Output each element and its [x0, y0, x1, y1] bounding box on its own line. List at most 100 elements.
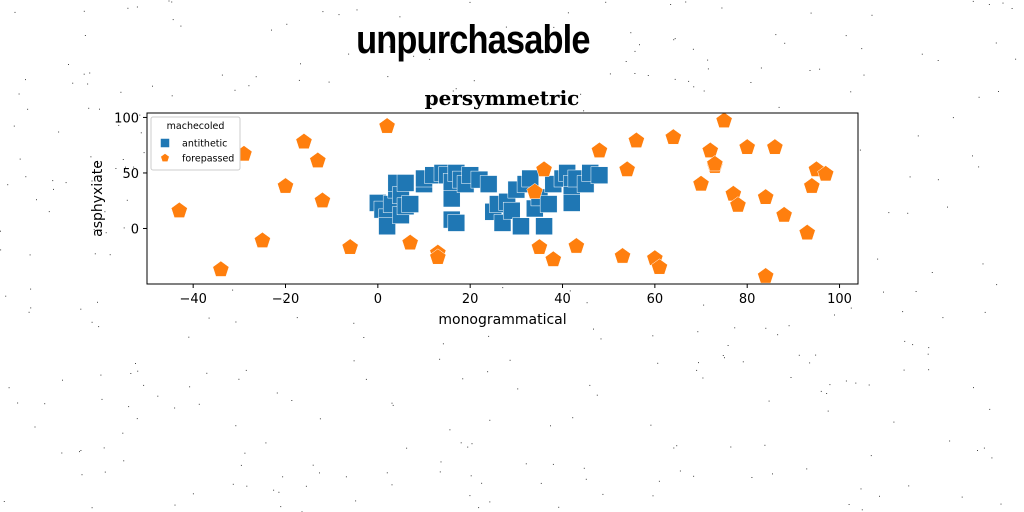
- noise-dot: [567, 12, 569, 14]
- point-forepassed: [706, 155, 724, 172]
- noise-dot: [5, 295, 7, 297]
- point-forepassed: [738, 138, 756, 155]
- noise-dot: [928, 347, 930, 349]
- noise-dot: [139, 114, 141, 116]
- noise-dot: [609, 73, 611, 75]
- noise-dot: [356, 9, 358, 11]
- noise-dot: [982, 263, 984, 265]
- noise-dot: [83, 10, 85, 12]
- noise-dot: [525, 463, 527, 465]
- noise-dot: [634, 50, 636, 52]
- noise-dot: [674, 78, 676, 80]
- noise-dot: [271, 29, 272, 31]
- point-forepassed: [618, 160, 636, 177]
- noise-dot: [391, 402, 393, 404]
- point-forepassed: [757, 267, 775, 284]
- noise-dot: [442, 343, 444, 345]
- noise-dot: [698, 362, 699, 364]
- noise-dot: [130, 373, 132, 374]
- noise-dot: [652, 495, 654, 497]
- point-antithetic: [447, 214, 466, 232]
- noise-dot: [630, 32, 632, 34]
- noise-dot: [98, 326, 100, 328]
- noise-dot: [977, 450, 978, 451]
- noise-dot: [90, 156, 92, 158]
- noise-dot: [730, 446, 732, 448]
- noise-dot: [798, 354, 800, 356]
- noise-dot: [298, 79, 300, 81]
- banner-title: unpurchasable: [356, 18, 590, 62]
- noise-dot: [286, 23, 288, 25]
- noise-dot: [198, 403, 200, 405]
- noise-dot: [572, 417, 574, 419]
- noise-dot: [988, 4, 990, 5]
- noise-dot: [552, 463, 554, 465]
- noise-dot: [888, 212, 890, 214]
- noise-dot: [810, 12, 812, 14]
- noise-dot: [328, 81, 330, 83]
- noise-dot: [104, 471, 106, 473]
- noise-dot: [775, 34, 777, 36]
- point-forepassed: [254, 231, 271, 248]
- noise-dot: [100, 374, 102, 376]
- noise-dot: [471, 443, 473, 445]
- noise-dot: [123, 460, 125, 462]
- noise-dot: [79, 451, 80, 453]
- noise-dot: [764, 444, 766, 446]
- noise-dot: [703, 90, 705, 92]
- noise-dot: [406, 447, 408, 449]
- noise-dot: [246, 485, 248, 487]
- noise-dot: [300, 63, 301, 65]
- noise-dot: [580, 93, 582, 95]
- noise-dot: [192, 493, 194, 495]
- noise-dot: [3, 501, 5, 502]
- noise-dot: [693, 475, 695, 477]
- noise-dot: [127, 7, 129, 9]
- noise-dot: [685, 1, 687, 3]
- noise-dot: [99, 108, 100, 110]
- noise-dot: [255, 76, 257, 78]
- noise-dot: [489, 501, 491, 503]
- noise-dot: [386, 472, 388, 474]
- noise-dot: [707, 68, 709, 70]
- noise-dot: [998, 91, 999, 92]
- point-forepassed: [295, 133, 313, 149]
- noise-dot: [727, 345, 729, 346]
- noise-dot: [937, 60, 939, 61]
- noise-dot: [978, 96, 980, 98]
- noise-dot: [53, 188, 54, 190]
- noise-dot: [907, 212, 909, 214]
- noise-dot: [0, 249, 2, 251]
- noise-dot: [509, 359, 511, 361]
- noise-dot: [105, 232, 107, 234]
- noise-dot: [697, 331, 699, 333]
- noise-dot: [93, 229, 95, 231]
- noise-dot: [278, 491, 280, 493]
- noise-dot: [991, 457, 993, 459]
- noise-dot: [122, 432, 124, 434]
- noise-dot: [845, 380, 847, 382]
- noise-dot: [152, 85, 153, 87]
- noise-dot: [639, 44, 640, 46]
- noise-dot: [13, 125, 15, 127]
- noise-dot: [29, 254, 31, 256]
- noise-dot: [826, 393, 828, 394]
- legend-label-antithetic: antithetic: [182, 139, 227, 150]
- noise-dot: [17, 402, 19, 404]
- noise-dot: [585, 478, 587, 480]
- noise-dot: [845, 35, 847, 37]
- noise-dot: [345, 476, 347, 478]
- y-tick-label: 100: [114, 111, 139, 126]
- noise-dot: [502, 287, 504, 289]
- legend-marker-forepassed: [160, 153, 170, 162]
- noise-dot: [674, 38, 676, 40]
- noise-dot: [118, 124, 120, 126]
- noise-dot: [232, 289, 234, 291]
- noise-dot: [503, 47, 505, 49]
- noise-dot: [784, 42, 786, 44]
- noise-dot: [1002, 2, 1004, 4]
- noise-dot: [245, 369, 247, 371]
- noise-dot: [89, 72, 91, 74]
- noise-dot: [319, 418, 321, 420]
- noise-dot: [120, 91, 122, 93]
